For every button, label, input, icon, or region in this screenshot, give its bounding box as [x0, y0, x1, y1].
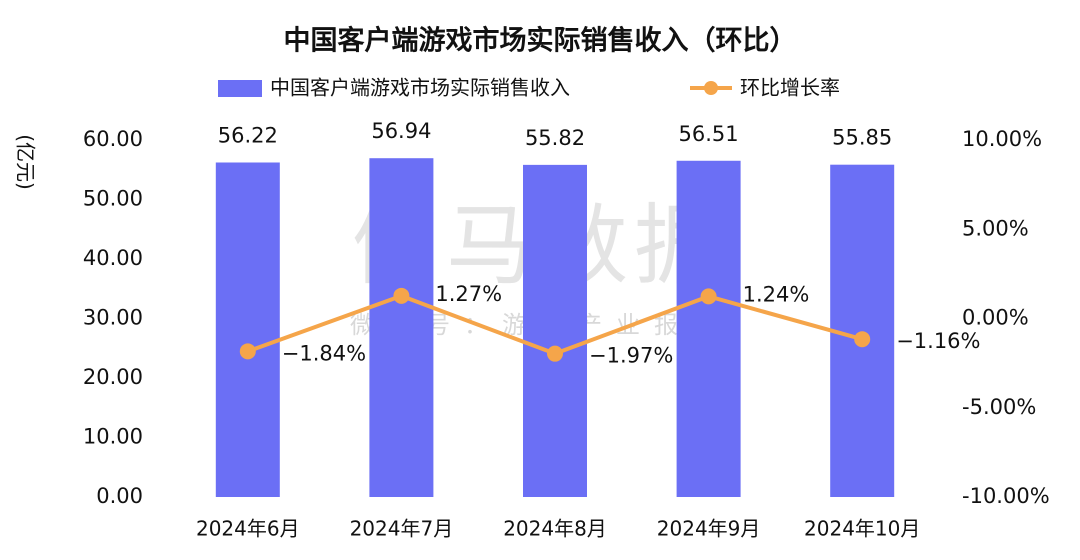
line-value-label: −1.16% — [896, 329, 980, 353]
x-tick-label: 2024年8月 — [503, 517, 607, 541]
x-tick-label: 2024年9月 — [657, 517, 761, 541]
y-axis-label: (亿元) — [14, 134, 38, 190]
bar-value-label: 56.51 — [679, 122, 739, 146]
bar-value-label: 56.22 — [218, 123, 278, 147]
y-tick-label: 50.00 — [83, 187, 143, 211]
bar — [676, 160, 741, 497]
legend-label: 环比增长率 — [740, 76, 840, 100]
line-value-label: −1.97% — [589, 344, 673, 368]
y-tick-label: 60.00 — [83, 127, 143, 151]
y-tick-label: 30.00 — [83, 306, 143, 330]
bar — [369, 158, 434, 497]
y-tick-label: 40.00 — [83, 246, 143, 270]
bar — [523, 164, 587, 497]
line-value-label: −1.84% — [282, 341, 366, 365]
x-tick-label: 2024年10月 — [804, 517, 920, 541]
bar — [830, 164, 895, 497]
y2-tick-label: 5.00% — [962, 216, 1029, 240]
line-point — [547, 345, 563, 362]
bar-value-label: 56.94 — [371, 119, 431, 143]
legend-swatch — [218, 80, 262, 97]
line-point — [700, 288, 717, 305]
line-value-label: 1.24% — [743, 282, 810, 306]
legend-label: 中国客户端游戏市场实际销售收入 — [270, 76, 570, 100]
y2-tick-label: -5.00% — [962, 395, 1036, 419]
line-point — [239, 343, 256, 360]
x-tick-label: 2024年6月 — [196, 517, 300, 541]
y-tick-label: 20.00 — [83, 365, 143, 389]
line-point — [393, 287, 410, 304]
line-value-label: 1.27% — [435, 282, 502, 306]
y2-tick-label: 0.00% — [962, 306, 1029, 330]
x-tick-label: 2024年7月 — [350, 517, 454, 541]
bar-value-label: 55.85 — [832, 126, 892, 150]
y-tick-label: 10.00 — [83, 425, 143, 449]
y2-tick-label: -10.00% — [962, 484, 1050, 508]
bar — [215, 162, 280, 497]
bar-value-label: 55.82 — [525, 126, 585, 150]
chart-title: 中国客户端游戏市场实际销售收入（环比） — [284, 25, 797, 57]
line-point — [854, 331, 871, 348]
y-tick-label: 0.00 — [96, 484, 143, 508]
legend-swatch-marker — [704, 81, 718, 95]
y2-tick-label: 10.00% — [962, 127, 1042, 151]
